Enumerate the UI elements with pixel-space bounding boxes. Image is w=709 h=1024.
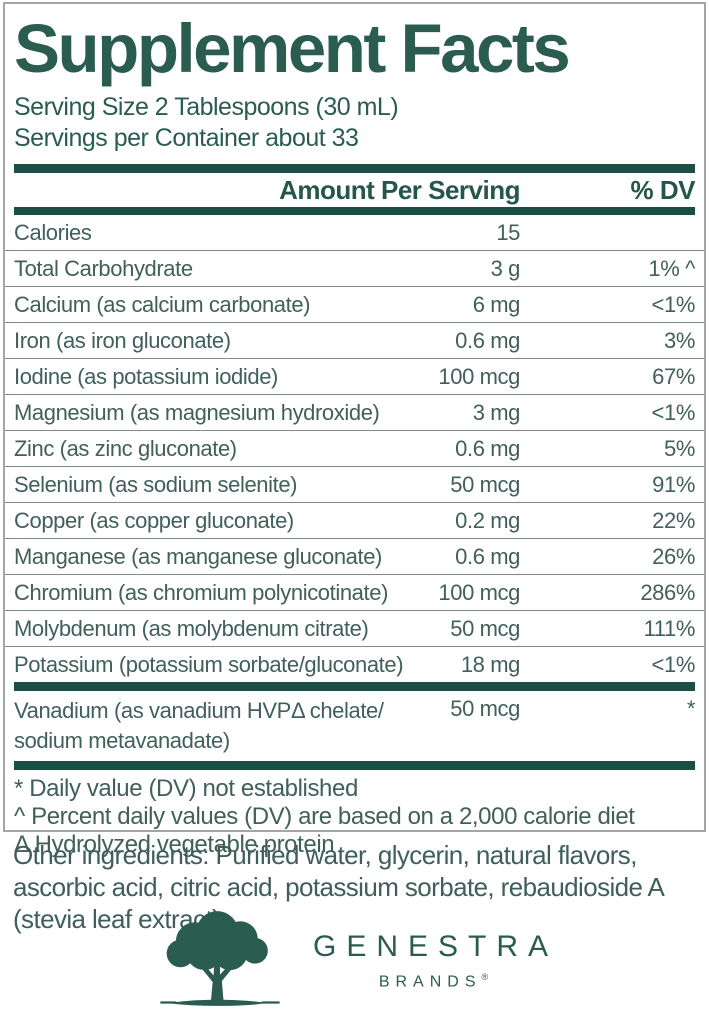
nutrient-name: Magnesium (as magnesium hydroxide) (14, 399, 380, 425)
table-row-vanadium: Vanadium (as vanadium HVPΔ chelate/ sodi… (14, 691, 695, 761)
table-row: Potassium (potassium sorbate/gluconate) … (5, 647, 704, 682)
nutrient-dv: 111% (643, 615, 696, 641)
nutrient-dv: 1% ^ (648, 255, 695, 281)
footnotes: * Daily value (DV) not established ^ Per… (14, 770, 695, 859)
footnote-hvp: Δ Hydrolyzed vegetable protein (14, 831, 335, 858)
nutrient-dv: 5% (664, 435, 695, 461)
nutrient-name: Molybdenum (as molybdenum citrate) (14, 615, 369, 641)
nutrient-amount: 0.6 mg (455, 435, 520, 461)
nutrient-name: Copper (as copper gluconate) (14, 507, 294, 533)
table-row: Total Carbohydrate 3 g 1% ^ (5, 251, 704, 287)
other-ingredients: Other ingredients: Purified water, glyce… (13, 840, 663, 934)
nutrient-rows: Calories 15 Total Carbohydrate 3 g 1% ^ … (5, 215, 704, 682)
footnote-calorie-diet: ^ Percent daily values (DV) are based on… (14, 803, 635, 830)
nutrient-name: Iron (as iron gluconate) (14, 327, 231, 353)
table-row: Molybdenum (as molybdenum citrate) 50 mc… (5, 611, 704, 647)
nutrient-dv: 91% (652, 471, 695, 497)
nutrient-name: Potassium (potassium sorbate/gluconate) (14, 651, 404, 677)
nutrient-dv: <1% (651, 291, 696, 317)
nutrient-amount: 3 mg (472, 399, 521, 425)
table-row: Calcium (as calcium carbonate) 6 mg <1% (5, 287, 704, 323)
brand-sub-name: BRANDS® (378, 972, 489, 991)
nutrient-dv: 3% (664, 327, 695, 353)
brand-name: GENESTRA (312, 930, 559, 964)
nutrient-dv: * (686, 696, 696, 721)
nutrient-amount: 18 mg (460, 651, 521, 677)
thick-rule (14, 164, 695, 173)
thick-rule (14, 682, 695, 691)
table-row: Selenium (as sodium selenite) 50 mcg 91% (5, 467, 704, 503)
nutrient-amount: 0.2 mg (455, 507, 520, 533)
nutrient-name: Iodine (as potassium iodide) (14, 363, 278, 389)
nutrient-dv: 22% (652, 507, 695, 533)
nutrient-name: Calcium (as calcium carbonate) (14, 291, 311, 317)
table-header-row: Amount Per Serving % DV (14, 173, 695, 207)
table-row: Manganese (as manganese gluconate) 0.6 m… (5, 539, 704, 575)
registered-mark: ® (481, 972, 489, 983)
footnote-dv-not-established: * Daily value (DV) not established (14, 775, 358, 802)
table-row: Magnesium (as magnesium hydroxide) 3 mg … (5, 395, 704, 431)
nutrient-amount: 100 mcg (438, 363, 520, 389)
nutrient-amount: 0.6 mg (455, 543, 520, 569)
brand-logo-text: GENESTRA BRANDS® (303, 931, 558, 991)
nutrient-dv: <1% (651, 651, 696, 677)
table-row: Iron (as iron gluconate) 0.6 mg 3% (5, 323, 704, 359)
table-row: Chromium (as chromium polynicotinate) 10… (5, 575, 704, 611)
nutrient-amount: 50 mcg (450, 615, 520, 641)
nutrient-amount: 3 g (490, 255, 521, 281)
nutrient-amount: 100 mcg (438, 579, 520, 605)
nutrient-amount: 50 mcg (450, 471, 520, 497)
nutrient-dv: 67% (652, 363, 695, 389)
nutrient-name: Chromium (as chromium polynicotinate) (14, 579, 388, 605)
nutrient-amount: 6 mg (472, 291, 521, 317)
panel-title: Supplement Facts (14, 10, 571, 87)
table-row: Zinc (as zinc gluconate) 0.6 mg 5% (5, 431, 704, 467)
nutrient-name: Selenium (as sodium selenite) (14, 471, 298, 497)
nutrient-name: Vanadium (as vanadium HVPΔ chelate/ sodi… (14, 698, 384, 753)
tree-icon (151, 908, 289, 1015)
table-row: Calories 15 (5, 215, 704, 251)
servings-per-container: Servings per Container about 33 (14, 124, 359, 152)
table-row: Copper (as copper gluconate) 0.2 mg 22% (5, 503, 704, 539)
column-header-dv: % DV (630, 174, 696, 205)
nutrient-amount: 0.6 mg (455, 327, 520, 353)
nutrient-name: Calories (14, 219, 92, 245)
nutrient-dv: 286% (640, 579, 695, 605)
nutrient-amount: 15 (496, 219, 520, 245)
supplement-facts-panel: Supplement Facts Serving Size 2 Tablespo… (3, 2, 706, 858)
nutrient-name: Manganese (as manganese gluconate) (14, 543, 382, 569)
nutrient-dv: 26% (652, 543, 695, 569)
table-row: Iodine (as potassium iodide) 100 mcg 67% (5, 359, 704, 395)
brand-logo: GENESTRA BRANDS® (0, 908, 709, 1015)
nutrient-dv: <1% (651, 399, 696, 425)
nutrient-amount: 50 mcg (450, 696, 520, 721)
thick-rule (14, 761, 695, 770)
column-header-amount: Amount Per Serving (279, 174, 520, 205)
nutrient-name: Total Carbohydrate (14, 255, 193, 281)
serving-size: Serving Size 2 Tablespoons (30 mL) (14, 93, 399, 121)
thick-rule (14, 207, 695, 215)
nutrient-name: Zinc (as zinc gluconate) (14, 435, 237, 461)
